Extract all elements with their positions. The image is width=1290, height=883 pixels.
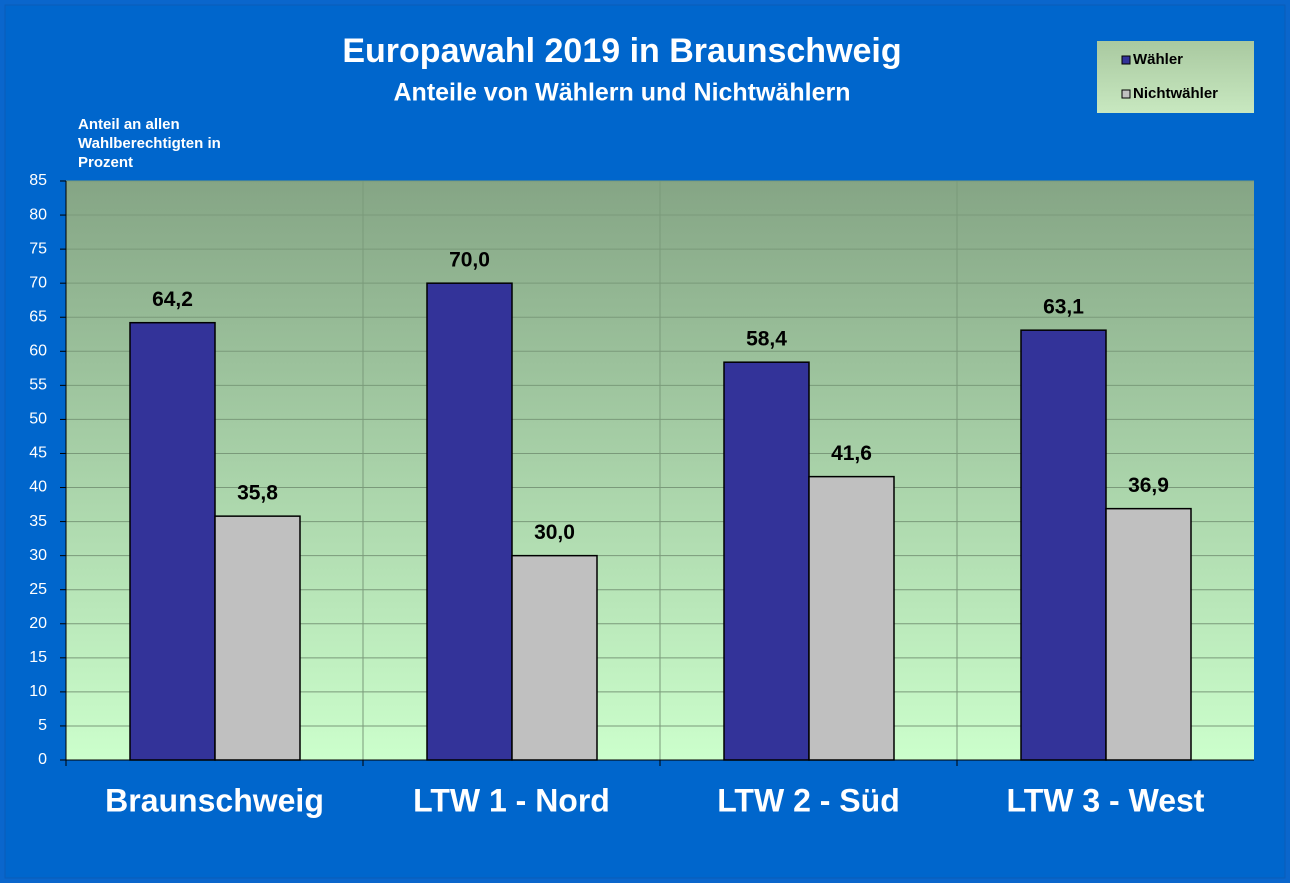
y-tick-label: 80	[29, 206, 47, 223]
y-tick-label: 25	[29, 581, 47, 598]
y-tick-label: 5	[38, 717, 47, 734]
y-tick-label: 70	[29, 274, 47, 291]
x-tick-label: LTW 3 - West	[1007, 782, 1205, 818]
data-label: 41,6	[831, 442, 872, 465]
chart-subtitle: Anteile von Wählern und Nichtwählern	[394, 79, 851, 107]
bar	[426, 282, 513, 761]
bar	[1020, 329, 1107, 761]
data-label: 64,2	[152, 288, 193, 311]
y-tick-label: 55	[29, 377, 47, 394]
bar	[511, 554, 598, 761]
y-tick-label: 15	[29, 649, 47, 666]
y-axis-label: Anteil an allen	[78, 116, 180, 133]
x-tick-label: LTW 1 - Nord	[413, 782, 610, 818]
data-label: 36,9	[1128, 474, 1169, 497]
data-label: 63,1	[1043, 296, 1084, 319]
legend-swatch	[1121, 89, 1131, 99]
y-tick-label: 50	[29, 411, 47, 428]
chart-title: Europawahl 2019 in Braunschweig	[342, 32, 901, 70]
y-tick-label: 0	[38, 751, 47, 768]
bar	[1105, 507, 1192, 761]
data-label: 35,8	[237, 482, 278, 505]
bar	[214, 515, 301, 761]
y-tick-label: 75	[29, 240, 47, 257]
y-axis-label: Prozent	[78, 154, 133, 171]
y-tick-label: 40	[29, 479, 47, 496]
data-label: 30,0	[534, 521, 575, 544]
y-axis-label: Wahlberechtigten in	[78, 135, 221, 152]
data-label: 58,4	[746, 328, 787, 351]
bar	[723, 361, 810, 761]
data-label: 70,0	[449, 249, 490, 272]
x-tick-label: Braunschweig	[105, 782, 324, 818]
legend-label: Nichtwähler	[1133, 85, 1218, 102]
y-tick-label: 65	[29, 308, 47, 325]
y-tick-label: 85	[29, 172, 47, 189]
bar	[129, 321, 216, 761]
bar	[808, 475, 895, 761]
y-tick-label: 30	[29, 547, 47, 564]
y-tick-label: 45	[29, 445, 47, 462]
y-tick-label: 35	[29, 513, 47, 530]
x-tick-label: LTW 2 - Süd	[717, 782, 899, 818]
legend-box	[1097, 41, 1254, 113]
y-tick-label: 60	[29, 343, 47, 360]
legend-swatch	[1121, 55, 1131, 65]
y-tick-label: 20	[29, 615, 47, 632]
legend-label: Wähler	[1133, 51, 1183, 68]
y-tick-label: 10	[29, 683, 47, 700]
